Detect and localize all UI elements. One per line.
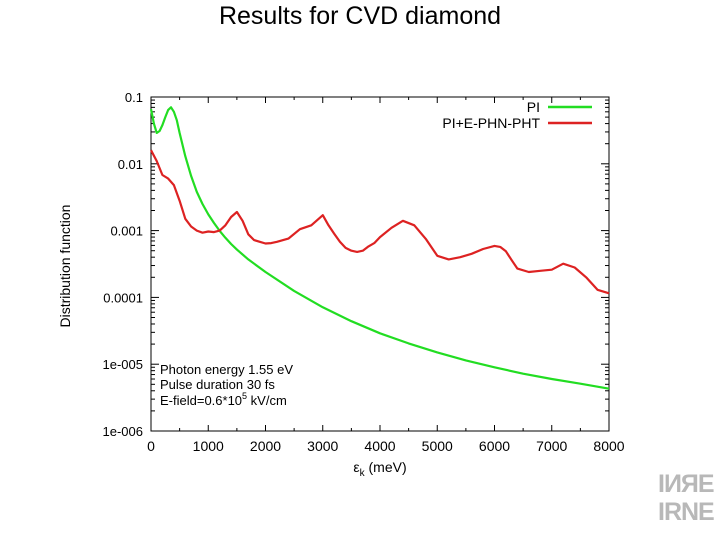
legend-label-pi-e-phn-pht: PI+E-PHN-PHT <box>442 115 540 131</box>
series-layer <box>149 106 610 390</box>
annotation-e-field-base: E-field=0.6*10 <box>160 393 242 408</box>
y-tick-label: 0.0001 <box>103 290 143 305</box>
institute-logo: IИЯE IRNE <box>658 470 715 528</box>
legend-label-pi: PI <box>527 99 540 115</box>
x-tick-label: 4000 <box>364 438 395 454</box>
y-tick-label: 1e-005 <box>103 357 143 372</box>
y-tick-label: 0.001 <box>110 224 143 239</box>
slide-title: Results for CVD diamond <box>218 2 502 30</box>
annotation-e-field: E-field=0.6*105 kV/cm <box>160 391 287 408</box>
x-tick-label: 1000 <box>193 438 224 454</box>
annotation-photon-energy: Photon energy 1.55 eV <box>160 362 293 377</box>
x-tick-label: 6000 <box>479 438 510 454</box>
annotation-pulse-duration: Pulse duration 30 fs <box>160 377 275 392</box>
x-tick-label: 7000 <box>536 438 567 454</box>
x-tick-label: 3000 <box>307 438 338 454</box>
y-tick-label: 1e-006 <box>103 424 143 439</box>
logo-line-2: IRNE <box>658 498 715 526</box>
annotation-e-field-unit: kV/cm <box>247 393 287 408</box>
x-axis-label-subscript: k <box>360 468 366 479</box>
legend: PI PI+E-PHN-PHT <box>442 99 592 131</box>
annotation-e-field-exponent: 5 <box>242 391 247 401</box>
x-axis: 0 1000 2000 3000 4000 5000 6000 7000 8000 <box>147 97 625 454</box>
x-axis-label-unit: (meV) <box>365 459 407 475</box>
y-axis: 1e-006 1e-005 0.0001 0.001 0.01 0.1 <box>103 90 609 439</box>
annotation-box: Photon energy 1.55 eV Pulse duration 30 … <box>160 362 293 408</box>
series-line-pi <box>149 106 610 390</box>
logo-line-1: IИЯE <box>658 470 715 498</box>
series-line-pi-e-phn-pht <box>150 149 610 295</box>
y-tick-label: 0.01 <box>118 157 143 172</box>
x-tick-label: 8000 <box>593 438 624 454</box>
y-axis-label: Distribution function <box>57 205 73 328</box>
x-tick-label: 2000 <box>250 438 281 454</box>
x-axis-label-symbol: ε <box>353 459 359 475</box>
x-tick-label: 0 <box>147 438 155 454</box>
x-tick-label: 5000 <box>422 438 453 454</box>
y-tick-label: 0.1 <box>125 90 143 105</box>
x-axis-label: εk (meV) <box>353 459 406 479</box>
